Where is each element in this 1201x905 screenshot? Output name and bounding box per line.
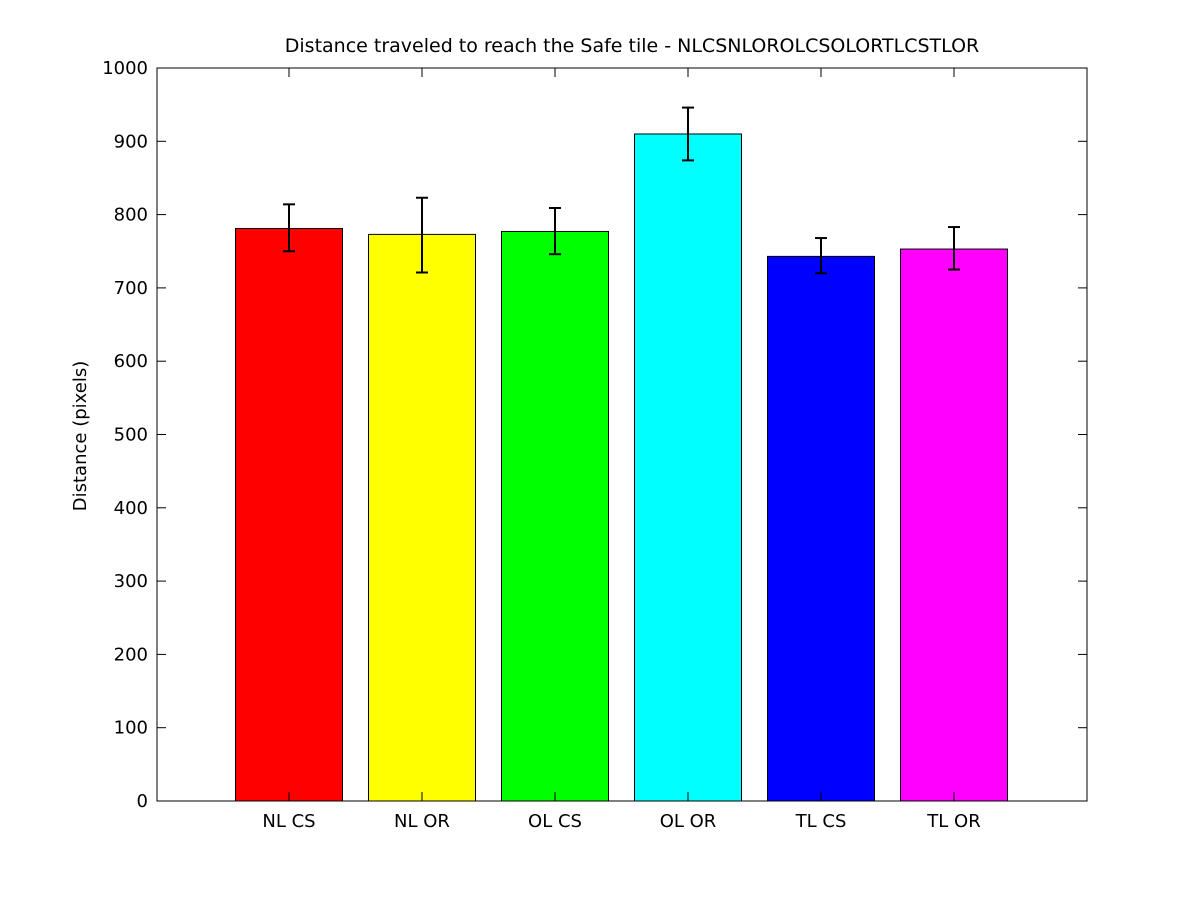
bar-ol-or: [634, 133, 742, 802]
x-category-label: OL OR: [660, 811, 717, 832]
x-category-label: TL OR: [926, 811, 980, 832]
y-axis-label: Distance (pixels): [70, 361, 91, 511]
y-tick-label: 500: [114, 425, 148, 446]
y-tick-label: 0: [137, 791, 148, 812]
plot-frame: [156, 67, 1088, 802]
error-bars-layer: [283, 106, 960, 275]
y-tick-label: 300: [114, 571, 148, 592]
y-tick-label: 800: [114, 205, 148, 226]
ticks-layer: 0 100 200 300 400 500 600 700 800 900 1000 NL CS NL …: [102, 58, 1087, 832]
bar-tl-cs: [767, 255, 875, 802]
bar-nl-cs: [235, 228, 343, 802]
y-tick-label: 200: [114, 644, 148, 665]
y-tick-label: 700: [114, 278, 148, 299]
x-category-label: NL OR: [394, 811, 450, 832]
x-category-label: OL CS: [528, 811, 582, 832]
bar-ol-cs: [501, 230, 609, 802]
bars-layer: [235, 133, 1008, 802]
x-category-label: NL CS: [262, 811, 315, 832]
bar-tl-or: [900, 248, 1008, 802]
x-category-label: TL CS: [795, 811, 847, 832]
bar-nl-or: [368, 233, 476, 802]
y-tick-label: 100: [114, 718, 148, 739]
y-tick-label: 900: [114, 131, 148, 152]
y-tick-label: 600: [114, 351, 148, 372]
chart-title: Distance traveled to reach the Safe tile…: [285, 35, 979, 57]
y-tick-label: 400: [114, 498, 148, 519]
y-tick-label: 1000: [102, 58, 148, 79]
